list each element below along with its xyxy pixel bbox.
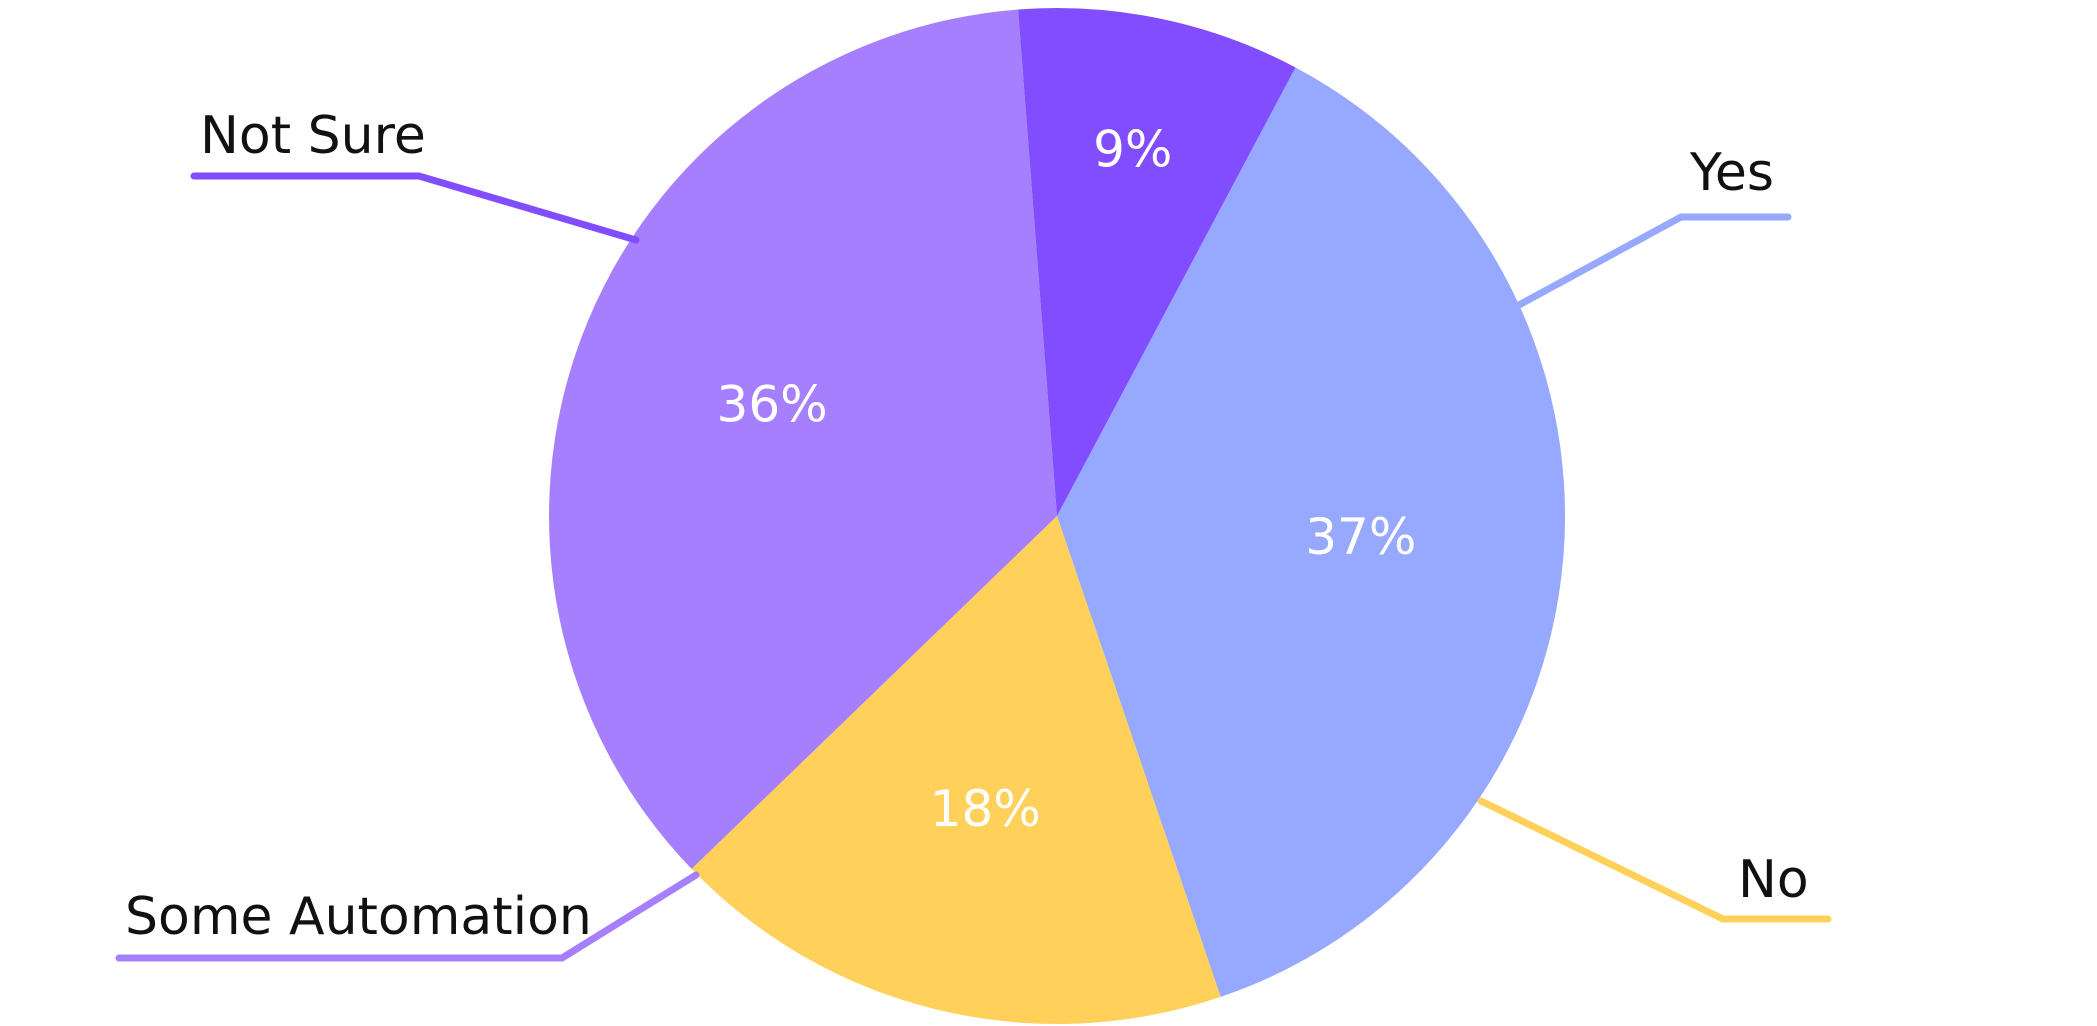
- callout-label-yes: Yes: [1689, 143, 1774, 203]
- leader-line-not-sure: [190, 172, 640, 244]
- callout-label-not-sure: Not Sure: [200, 106, 426, 166]
- slice-value-label-yes: 37%: [1305, 508, 1416, 566]
- slice-value-label-some-automation: 36%: [717, 375, 828, 433]
- slice-value-label-not-sure: 9%: [1093, 121, 1172, 179]
- callout-label-some-automation: Some Automation: [125, 887, 592, 947]
- leader-line-yes: [1515, 213, 1792, 309]
- pie-slice-not-sure: [1018, 8, 1296, 516]
- pie-slice-yes: [1057, 67, 1566, 997]
- leader-line-no: [1477, 797, 1832, 923]
- leader-line-some-automation: [115, 871, 700, 962]
- slice-value-label-no: 18%: [930, 780, 1041, 838]
- callout-label-no: No: [1738, 850, 1809, 910]
- pie-slice-no: [691, 516, 1221, 1025]
- pie-slice-some-automation: [549, 9, 1057, 869]
